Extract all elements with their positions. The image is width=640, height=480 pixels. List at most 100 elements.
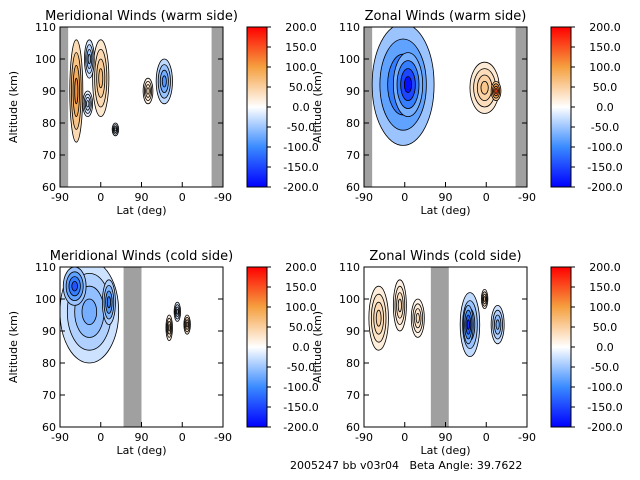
colorbar-tick-label: 150.0 (589, 41, 621, 54)
colorbar-tick-label: -200.0 (283, 181, 318, 194)
contour-region (106, 296, 111, 309)
x-tick-label: 0 (179, 431, 186, 444)
x-axis-label: Lat (deg) (117, 444, 167, 457)
dataset-id: 2005247 bb v03r04 (290, 459, 399, 472)
chart-panel-1: Meridional Winds (warm side) 60 70 80 90 100 1… (7, 9, 319, 217)
colorbar-tick-label: -100.0 (283, 141, 318, 154)
x-tick-label: 0 (483, 191, 490, 204)
y-tick-label: 90 (346, 325, 360, 338)
colorbar-tick-label: -50.0 (591, 121, 619, 134)
colorbar-tick-label: 100.0 (589, 301, 621, 314)
colorbar: 200.0 150.0 100.0 50.0 0.0 -50.0 -100.0 -150.0 -… (550, 21, 623, 194)
colorbar-tick-label: 150.0 (589, 281, 621, 294)
colorbar-tick-label: -100.0 (587, 141, 622, 154)
y-tick-label: 110 (339, 261, 360, 274)
colorbar-tick-label: 200.0 (285, 21, 317, 34)
x-tick-label: -90 (355, 431, 373, 444)
x-axis-label: Lat (deg) (421, 444, 471, 457)
x-tick-label: 90 (135, 191, 149, 204)
colorbar-tick-label: -100.0 (587, 381, 622, 394)
y-tick-label: 80 (346, 117, 360, 130)
no-data-region (364, 27, 373, 187)
contour-field (364, 27, 527, 187)
y-tick-label: 100 (35, 293, 56, 306)
contour-field (368, 267, 505, 427)
contour-region (114, 127, 117, 132)
colorbar-tick-label: 200.0 (589, 21, 621, 34)
colorbar-gradient (246, 266, 268, 428)
x-tick-label: -90 (214, 191, 232, 204)
contour-region (74, 77, 79, 105)
x-axis-label: Lat (deg) (117, 204, 167, 217)
no-data-region (430, 267, 449, 427)
colorbar-tick-label: -200.0 (587, 181, 622, 194)
x-tick-label: 0 (483, 431, 490, 444)
contour-region (397, 298, 402, 313)
colorbar-gradient (246, 26, 268, 188)
x-tick-label: 0 (97, 191, 104, 204)
y-tick-label: 60 (42, 421, 56, 434)
contour-field (60, 267, 191, 427)
beta-angle-value: 39.7622 (476, 459, 523, 472)
y-tick-label: 60 (346, 181, 360, 194)
y-tick-label: 60 (346, 421, 360, 434)
colorbar-tick-label: 100.0 (589, 61, 621, 74)
colorbar-tick-label: -100.0 (283, 381, 318, 394)
contour-region (161, 75, 167, 88)
no-data-region (515, 27, 527, 187)
x-tick-label: -90 (51, 431, 69, 444)
beta-angle-label: Beta Angle: (409, 459, 474, 472)
x-axis-label: Lat (deg) (421, 204, 471, 217)
x-tick-label: -90 (518, 191, 536, 204)
y-tick-label: 80 (42, 357, 56, 370)
y-tick-label: 110 (35, 21, 56, 34)
y-tick-label: 100 (339, 293, 360, 306)
y-tick-label: 70 (346, 149, 360, 162)
contour-region (375, 309, 382, 327)
contour-region (86, 100, 90, 108)
colorbar-tick-label: -150.0 (587, 161, 622, 174)
contour-region (146, 87, 150, 95)
colorbar: 200.0 150.0 100.0 50.0 0.0 -50.0 -100.0 -150.0 -… (550, 261, 623, 434)
y-tick-label: 110 (339, 21, 360, 34)
colorbar-tick-label: 150.0 (285, 281, 317, 294)
colorbar-tick-label: 50.0 (593, 321, 618, 334)
no-data-region (123, 267, 142, 427)
y-tick-label: 70 (42, 149, 56, 162)
colorbar-tick-label: 50.0 (289, 321, 314, 334)
contour-region (495, 319, 500, 330)
colorbar-tick-label: 150.0 (285, 41, 317, 54)
y-tick-label: 90 (42, 85, 56, 98)
colorbar-tick-label: 0.0 (292, 341, 310, 354)
y-axis-label: Altitude (km) (7, 311, 20, 383)
colorbar-tick-label: -150.0 (587, 401, 622, 414)
chart-panel-2: Zonal Winds (warm side) 60 70 80 90 100 110 -90… (311, 9, 623, 217)
colorbar: 200.0 150.0 100.0 50.0 0.0 -50.0 -100.0 -150.0 -… (246, 21, 319, 194)
x-tick-label: 90 (439, 191, 453, 204)
contour-region (71, 281, 78, 292)
contour-field (60, 27, 223, 187)
colorbar-tick-label: -150.0 (283, 401, 318, 414)
chart-title: Zonal Winds (warm side) (365, 9, 527, 24)
no-data-region (60, 27, 69, 187)
colorbar: 200.0 150.0 100.0 50.0 0.0 -50.0 -100.0 -150.0 -… (246, 261, 319, 434)
colorbar-tick-label: 0.0 (596, 341, 614, 354)
colorbar-tick-label: 200.0 (285, 261, 317, 274)
x-tick-label: 90 (439, 431, 453, 444)
chart-panel-3: Meridional Winds (cold side) 60 70 80 90 100 1… (7, 249, 319, 457)
x-tick-label: -90 (51, 191, 69, 204)
contour-region (87, 53, 91, 65)
contour-region (466, 319, 470, 330)
x-tick-label: 0 (179, 191, 186, 204)
y-tick-label: 70 (346, 389, 360, 402)
chart-title: Meridional Winds (cold side) (50, 249, 233, 264)
y-tick-label: 90 (42, 325, 56, 338)
no-data-region (211, 27, 223, 187)
colorbar-tick-label: -50.0 (287, 121, 315, 134)
colorbar-tick-label: -200.0 (283, 421, 318, 434)
colorbar-tick-label: 0.0 (596, 101, 614, 114)
chart-title: Meridional Winds (warm side) (45, 9, 238, 24)
x-tick-label: -90 (355, 191, 373, 204)
x-tick-label: -90 (214, 431, 232, 444)
